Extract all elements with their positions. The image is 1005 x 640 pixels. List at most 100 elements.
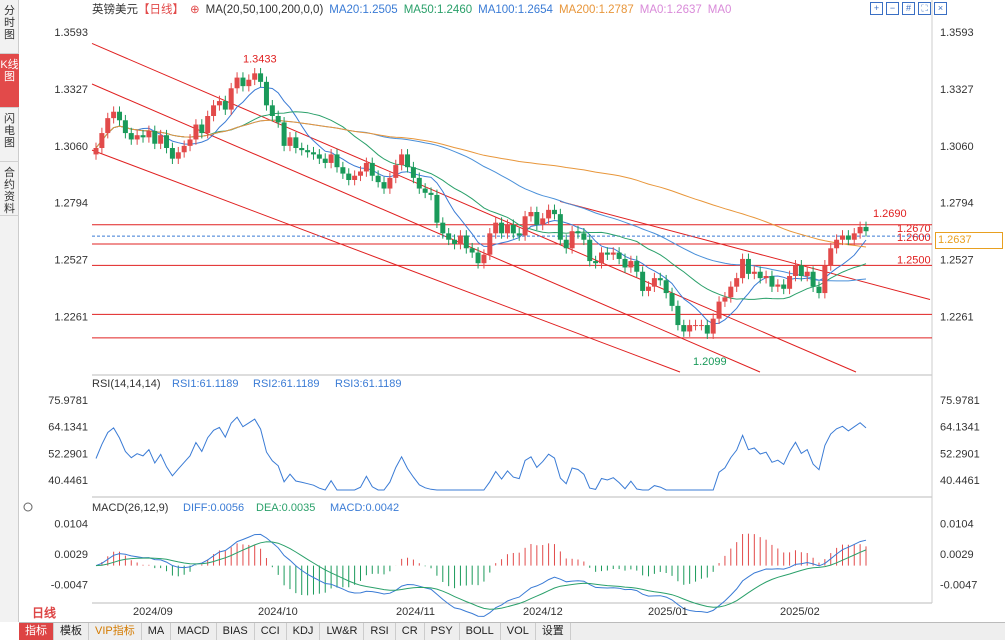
candle-body [405, 154, 411, 168]
side-tab-contract-info[interactable]: 合约资料 [0, 162, 19, 216]
candle-body [393, 165, 399, 178]
tab-indicators[interactable]: 指标 [19, 623, 54, 640]
price-tick-right: 1.2527 [940, 255, 974, 267]
price-tick-right: 1.3327 [940, 84, 974, 96]
price-tick-right: 1.3060 [940, 141, 974, 153]
low-label: 1.2099 [693, 356, 727, 368]
candle-body [563, 239, 569, 249]
rsi-tick-right: 40.4461 [940, 475, 980, 487]
side-tab-flash[interactable]: 闪电图 [0, 108, 19, 162]
macd-title: MACD(26,12,9) [92, 502, 168, 514]
candle-body [669, 293, 675, 306]
channel-line [91, 149, 681, 373]
candle-body [140, 135, 146, 138]
candle-body [105, 118, 111, 134]
candle-body [716, 301, 722, 319]
tab-boll[interactable]: BOLL [460, 623, 501, 640]
candle-body [751, 271, 757, 274]
candle-body [822, 265, 828, 294]
candle-body [111, 111, 117, 119]
candle-body [475, 252, 481, 264]
candle-body [722, 297, 728, 302]
tab-vip-indicators[interactable]: VIP指标 [89, 623, 142, 640]
tab-cci[interactable]: CCI [255, 623, 287, 640]
tab-cr[interactable]: CR [396, 623, 425, 640]
grid-icon[interactable]: # [902, 2, 915, 15]
candle-body [181, 145, 187, 153]
candle-body [610, 252, 616, 255]
candle-body [839, 235, 845, 240]
candle-body [293, 137, 299, 148]
candle-body [810, 271, 816, 287]
tab-template[interactable]: 模板 [54, 623, 89, 640]
indicator-header: 英镑美元【日线】 ⊕ MA(20,50,100,200,0,0) MA20:1.250… [92, 2, 737, 18]
candle-body [316, 154, 322, 159]
candle-body [816, 286, 822, 294]
zoom-in-icon[interactable]: + [870, 2, 883, 15]
rsi-tick-right: 64.1341 [940, 422, 980, 434]
candle-body [493, 222, 499, 234]
candle-body [310, 152, 316, 155]
candle-body [258, 73, 264, 82]
time-label: 2024/10 [258, 606, 298, 618]
candle-body [616, 252, 622, 259]
tab-ma[interactable]: MA [142, 623, 172, 640]
candle-body [663, 280, 669, 294]
macd-settings-icon [23, 502, 33, 512]
close-icon[interactable]: × [934, 2, 947, 15]
ma-line-2 [95, 119, 867, 282]
candle-body [328, 154, 334, 163]
fullscreen-icon[interactable]: ⛶ [918, 2, 931, 15]
side-tab-label: 闪电图 [4, 113, 15, 149]
period-tag[interactable]: 【日线】 [138, 4, 184, 16]
candle-body [128, 133, 134, 140]
side-tab-label: 合约资料 [4, 167, 15, 215]
candle-body [346, 173, 352, 180]
price-tick-right: 1.3593 [940, 27, 974, 39]
candle-body [164, 135, 170, 148]
candle-body [152, 130, 158, 144]
candle-body [287, 137, 293, 146]
candle-body [322, 158, 328, 163]
side-tab-label: K线图 [0, 59, 19, 83]
side-tab-label: 分时图 [4, 5, 15, 41]
side-tab-timeshare[interactable]: 分时图 [0, 0, 19, 54]
tab-vol[interactable]: VOL [501, 623, 536, 640]
candle-body [263, 81, 269, 106]
rsi-tick-left: 52.2901 [48, 448, 88, 460]
time-label: 2025/01 [648, 606, 688, 618]
current-price-box: 1.2637 [935, 232, 1003, 249]
candle-body [499, 222, 505, 234]
candle-body [446, 233, 452, 240]
candle-body [569, 231, 575, 249]
candle-body [375, 175, 381, 183]
time-label: 2024/12 [523, 606, 563, 618]
tab-settings[interactable]: 设置 [536, 623, 571, 640]
tab-psy[interactable]: PSY [425, 623, 460, 640]
candle-body [693, 325, 699, 327]
channel-line [559, 200, 931, 300]
candle-body [745, 258, 751, 274]
settings-icon[interactable]: ⊕ [190, 4, 200, 16]
candle-body [99, 133, 105, 148]
candle-body [299, 148, 305, 151]
candle-body [628, 261, 634, 268]
side-tab-kline[interactable]: K线图 [0, 54, 19, 108]
ma200-value: MA200:1.2787 [558, 4, 634, 16]
candle-body [781, 284, 787, 289]
tab-lwr[interactable]: LW&R [320, 623, 365, 640]
tab-bias[interactable]: BIAS [217, 623, 255, 640]
period-label[interactable]: 日线 [22, 605, 92, 621]
candle-body [199, 124, 205, 134]
candle-body [169, 148, 175, 159]
tab-kdj[interactable]: KDJ [287, 623, 321, 640]
tab-macd[interactable]: MACD [171, 623, 217, 640]
ma-label[interactable]: MA(20,50,100,200,0,0) [205, 4, 324, 16]
rsi-tick-right: 75.9781 [940, 395, 980, 407]
tab-rsi[interactable]: RSI [364, 623, 396, 640]
high-label: 1.3433 [243, 53, 277, 65]
chart-toolbar: + − # ⛶ × [870, 2, 950, 18]
zoom-out-icon[interactable]: − [886, 2, 899, 15]
candle-body [757, 271, 763, 279]
